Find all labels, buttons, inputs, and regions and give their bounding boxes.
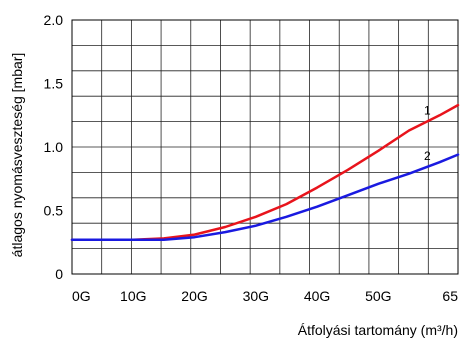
plot-frame	[71, 19, 459, 275]
series-group	[70, 103, 460, 241]
y-tick-label: 1.0	[44, 139, 64, 155]
x-tick-label: 40G	[304, 288, 330, 304]
y-tick-label: 1.5	[44, 76, 64, 92]
x-axis-title: Átfolyási tartomány (m³/h)	[298, 322, 458, 338]
x-tick-label: 30G	[243, 288, 269, 304]
series-label-2: 2	[424, 149, 431, 163]
y-tick-label: 0	[55, 266, 63, 282]
y-tick-label: 2.0	[44, 12, 64, 28]
x-tick-label: 0G	[72, 288, 91, 304]
x-tick-label: 20G	[181, 288, 207, 304]
grid	[72, 20, 458, 274]
series-line-2	[70, 153, 460, 241]
x-tick-labels: 0G 10G 20G 30G 40G 50G 65	[72, 288, 458, 304]
plot-border	[71, 19, 459, 275]
y-tick-label: 0.5	[44, 203, 64, 219]
y-axis-title: átlagos nyomásveszteség [mbar]	[9, 53, 25, 258]
x-tick-label: 65	[442, 288, 458, 304]
y-tick-labels: 0 0.5 1.0 1.5 2.0	[44, 12, 64, 282]
x-tick-label: 50G	[365, 288, 391, 304]
x-tick-label: 10G	[120, 288, 146, 304]
series-labels: 12	[424, 103, 431, 162]
series-label-1: 1	[424, 103, 431, 117]
